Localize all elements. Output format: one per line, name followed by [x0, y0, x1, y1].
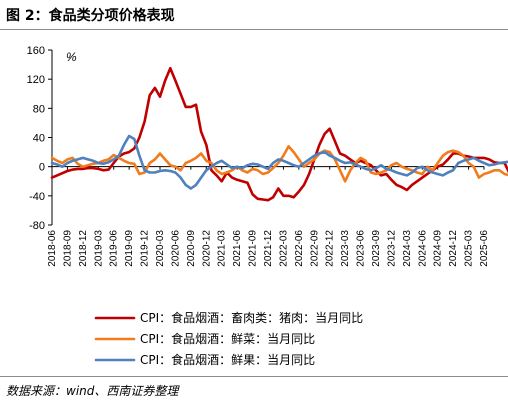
y-unit-label: % — [66, 50, 77, 64]
x-tick-label: 2018-12 — [78, 230, 89, 267]
source-divider — [0, 376, 508, 377]
series-line-2 — [50, 134, 508, 190]
x-tick-label: 2022-03 — [278, 230, 289, 267]
chart-series — [50, 66, 508, 202]
x-tick-label: 2021-03 — [217, 230, 228, 267]
chart-legend: CPI：食品烟酒：畜肉类：猪肉：当月同比 CPI：食品烟酒：鲜菜：当月同比 CPI：… — [94, 310, 363, 367]
x-tick-label: 2024-06 — [417, 230, 428, 267]
x-tick-label: 2021-12 — [263, 230, 274, 267]
x-tick-label: 2020-06 — [170, 230, 181, 267]
x-tick-label: 2024-03 — [402, 230, 413, 267]
x-tick-label: 2021-06 — [232, 230, 243, 267]
y-tick-label: 160 — [27, 45, 45, 57]
y-tick-label: 80 — [33, 103, 45, 115]
x-tick-label: 2021-09 — [248, 230, 259, 267]
x-tick-label: 2020-03 — [155, 230, 166, 267]
data-source: 数据来源：wind、西南证券整理 — [6, 384, 179, 398]
chart-axes: -80 -40 0 40 80 120 160 2018-06 2018-09 2018-12 20… — [27, 45, 490, 267]
legend-label-0: CPI：食品烟酒：畜肉类：猪肉：当月同比 — [140, 310, 363, 325]
y-tick-label: -40 — [29, 191, 45, 203]
y-tick-label: -80 — [29, 220, 45, 232]
y-tick-label: 0 — [39, 162, 45, 174]
series-line-0 — [50, 66, 508, 202]
x-tick-label: 2020-09 — [186, 230, 197, 267]
x-tick-label: 2019-03 — [93, 230, 104, 267]
x-tick-label: 2024-12 — [448, 230, 459, 267]
legend-label-2: CPI：食品烟酒：鲜果：当月同比 — [140, 352, 315, 367]
x-tick-label: 2019-06 — [109, 230, 120, 267]
line-chart: -80 -40 0 40 80 120 160 2018-06 2018-09 2018-12 20… — [27, 45, 508, 367]
x-tick-label: 2022-09 — [309, 230, 320, 267]
y-tick-label: 120 — [27, 74, 45, 86]
x-tick-label: 2022-12 — [325, 230, 336, 267]
x-tick-label: 2020-12 — [201, 230, 212, 267]
x-tick-label: 2024-09 — [433, 230, 444, 267]
title-divider — [0, 29, 508, 30]
x-tick-label: 2023-09 — [371, 230, 382, 267]
x-tick-label: 2019-12 — [140, 230, 151, 267]
y-tick-label: 40 — [33, 133, 45, 145]
x-tick-label: 2023-03 — [340, 230, 351, 267]
x-tick-label: 2025-06 — [479, 230, 490, 267]
x-tick-label: 2023-12 — [386, 230, 397, 267]
legend-label-1: CPI：食品烟酒：鲜菜：当月同比 — [140, 331, 315, 346]
x-tick-label: 2023-06 — [356, 230, 367, 267]
figure-title: 图 2：食品类分项价格表现 — [6, 8, 175, 24]
x-tick-label: 2018-09 — [62, 230, 73, 267]
x-tick-label: 2019-09 — [124, 230, 135, 267]
x-tick-label: 2018-06 — [47, 230, 58, 267]
x-tick-label: 2025-03 — [464, 230, 475, 267]
x-tick-label: 2022-06 — [294, 230, 305, 267]
